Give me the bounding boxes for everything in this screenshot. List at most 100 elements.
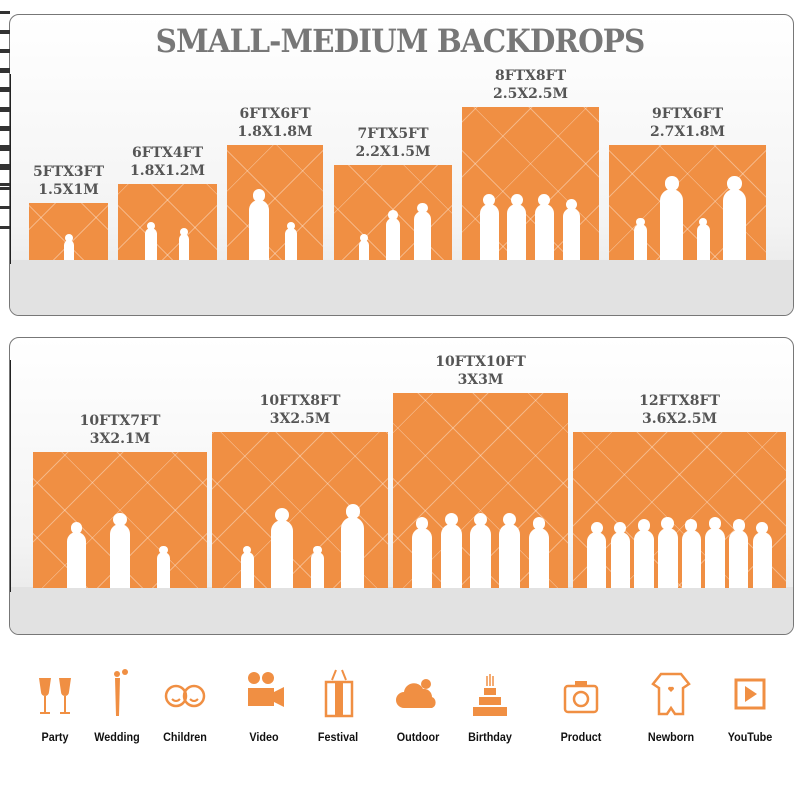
tick-mark (0, 182, 10, 186)
use-cases-row: Party Wedding Children Video Festival Outdoor… (0, 668, 800, 748)
person-silhouette (385, 217, 401, 260)
backdrop-bar (573, 432, 786, 588)
use-case-label: Wedding (94, 730, 140, 744)
gift-box-icon (324, 669, 354, 718)
person-silhouette (358, 240, 369, 260)
page-title: SMALL-MEDIUM BACKDROPS (155, 22, 646, 60)
size-feet: 10FTX8FT (259, 393, 341, 409)
person-silhouette (271, 520, 294, 588)
person-head (64, 233, 73, 242)
person-head (444, 512, 458, 526)
person-head (732, 519, 745, 532)
use-case-item: YouTube (710, 668, 790, 744)
person-silhouette (156, 552, 171, 588)
person-head (70, 522, 83, 534)
size-label: 12FTX8FT 3.6X2.5M (639, 392, 720, 428)
person-silhouette (660, 188, 684, 260)
person-silhouette (63, 239, 74, 260)
person-silhouette (610, 532, 630, 588)
use-case-label: Newborn (647, 730, 695, 744)
children-faces-icon (164, 684, 206, 708)
backdrop-bar (462, 107, 599, 260)
size-meters: 1.5X1M (38, 181, 99, 198)
backdrop-bar (29, 202, 108, 260)
person-head (661, 517, 674, 530)
wedding-couple-icon (114, 669, 128, 716)
person-silhouette (587, 532, 606, 588)
person-head (252, 189, 266, 202)
person-silhouette (109, 524, 131, 588)
use-case-label: Festival (317, 730, 359, 744)
person-silhouette (440, 524, 462, 588)
size-label: 10FTX8FT 3X2.5M (260, 392, 341, 428)
tick-mark (0, 147, 10, 151)
size-label: 6FTX4FT 1.8X1.2M (130, 144, 205, 180)
person-head (664, 176, 680, 191)
size-feet: 7FTX5FT (357, 125, 429, 142)
person-silhouette (657, 528, 678, 588)
use-case-item: Birthday (450, 668, 530, 744)
video-camera-icon (248, 672, 284, 707)
person-head (590, 522, 603, 534)
backdrop-bar (33, 451, 207, 588)
tick-mark (0, 89, 10, 92)
person-head (756, 522, 769, 534)
tick-mark (0, 87, 10, 91)
size-feet: 10FTX7FT (79, 412, 161, 429)
person-head (510, 194, 523, 206)
size-label: 7FTX5FT 2.2X1.5M (355, 125, 430, 161)
backdrop-bar (212, 432, 388, 588)
tick-mark (0, 167, 10, 170)
person-head (614, 522, 627, 534)
use-case-label: Birthday (468, 730, 512, 744)
person-silhouette (67, 532, 86, 588)
tick-mark (0, 125, 10, 129)
person-silhouette (240, 552, 254, 588)
size-label: 10FTX7FT 3X2.1M (80, 412, 161, 448)
size-label: 6FTX6FT 1.8X1.8M (237, 105, 312, 141)
person-silhouette (284, 227, 298, 260)
use-case-label: Video (249, 730, 279, 744)
use-case-item: Wedding (77, 668, 157, 744)
size-label: 8FTX8FT 2.5X2.5M (493, 67, 568, 103)
floor (10, 260, 793, 315)
person-silhouette (528, 528, 549, 588)
person-silhouette (723, 188, 747, 260)
use-case-item: Newborn (631, 668, 711, 744)
use-case-item: Product (541, 668, 621, 744)
person-head (417, 202, 428, 214)
person-silhouette (507, 203, 527, 260)
use-case-label: Children (163, 730, 207, 744)
person-silhouette (144, 227, 158, 260)
person-silhouette (311, 552, 325, 588)
baby-onesie-icon (651, 672, 691, 716)
size-feet: 12FTX8FT (639, 393, 720, 409)
backdrop-bar (227, 145, 323, 260)
use-case-label: Party (41, 730, 69, 744)
person-silhouette (470, 524, 491, 588)
size-feet: 10FTX10FT (435, 354, 526, 370)
tick-mark (0, 225, 10, 229)
tick-mark (0, 50, 10, 53)
person-silhouette (178, 233, 190, 260)
tick-mark (0, 128, 10, 131)
use-case-label: YouTube (727, 730, 773, 744)
person-silhouette (412, 528, 433, 588)
person-head (113, 512, 127, 526)
person-head (473, 512, 488, 526)
backdrop-bar (334, 164, 452, 260)
size-meters: 2.7X1.8M (649, 124, 726, 141)
person-silhouette (705, 528, 725, 588)
person-head (699, 217, 708, 226)
person-silhouette (414, 211, 431, 260)
size-meters: 3X2.5M (269, 411, 331, 427)
use-case-item: Festival (298, 668, 378, 744)
tick-mark (0, 69, 10, 73)
size-meters: 1.8X1.8M (237, 124, 313, 141)
person-silhouette (480, 203, 499, 260)
use-case-label: Outdoor (396, 730, 440, 744)
person-head (566, 198, 578, 210)
person-head (685, 519, 698, 532)
person-silhouette (681, 529, 701, 588)
size-feet: 6FTX4FT (131, 144, 204, 161)
